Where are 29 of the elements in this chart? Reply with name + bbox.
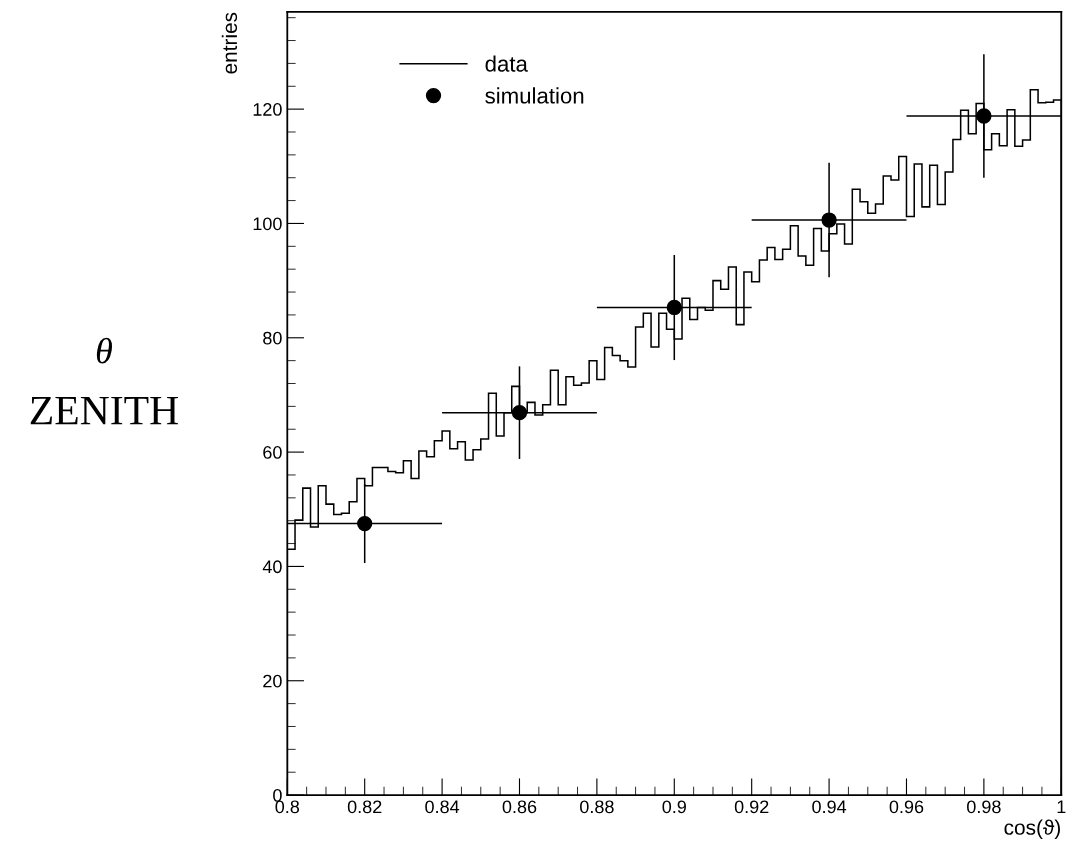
- legend-label: simulation: [485, 87, 584, 104]
- x-tick-label: 0.86: [502, 800, 537, 814]
- y-tick-label: 60: [263, 446, 282, 459]
- x-axis-title: cos(ϑ): [1004, 819, 1060, 839]
- y-tick-label: 120: [253, 103, 282, 116]
- y-tick-label: 20: [263, 674, 282, 688]
- x-tick-label: 0.9: [662, 800, 686, 814]
- x-tick-label: 1: [1057, 800, 1066, 814]
- text: θ: [96, 337, 113, 364]
- x-tick-label: 0.84: [425, 800, 460, 814]
- point: [976, 108, 992, 124]
- legend-label: data: [485, 55, 528, 72]
- point: [511, 405, 528, 421]
- y-tick-label: 0: [273, 789, 282, 802]
- y-tick-label: 80: [263, 331, 282, 345]
- x-tick-label: 0.96: [889, 800, 924, 814]
- point: [821, 212, 837, 228]
- x-tick-label: 0.82: [347, 800, 382, 814]
- y-axis-title: entries: [221, 12, 238, 74]
- x-tick-label: 0.88: [580, 800, 614, 814]
- point: [666, 299, 682, 316]
- text: ZENITH: [30, 396, 178, 425]
- x-tick-label: 0.92: [734, 800, 769, 814]
- x-tick-label: 0.8: [275, 800, 300, 814]
- y-tick-label: 40: [262, 560, 282, 574]
- point: [357, 515, 373, 532]
- x-tick-label: 0.94: [812, 800, 847, 814]
- y-tick-label: 100: [253, 217, 282, 231]
- x-tick-label: 0.98: [967, 800, 1001, 814]
